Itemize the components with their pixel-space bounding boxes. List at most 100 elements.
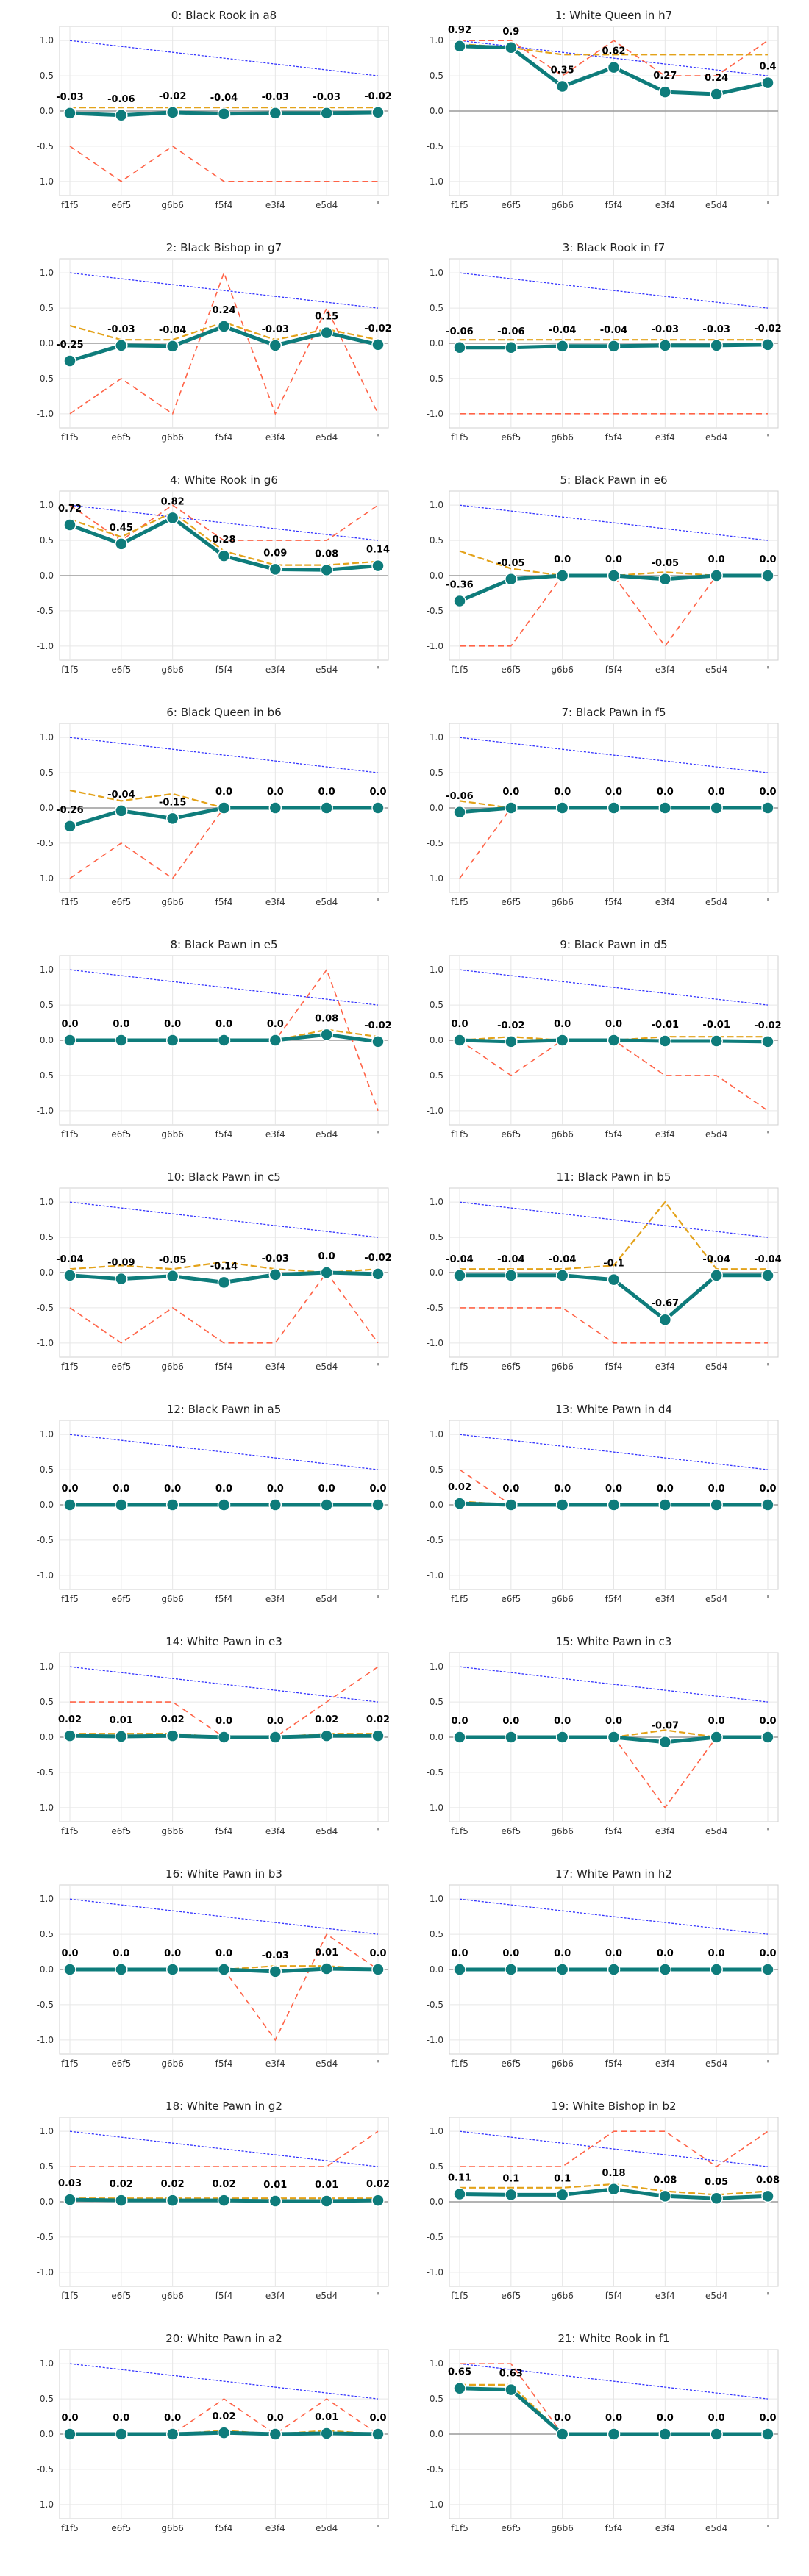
y-tick-label: 0.5 (40, 535, 54, 545)
data-label: -0.03 (262, 1950, 289, 1961)
x-tick-label: e6f5 (111, 432, 131, 443)
subplot-21: 1.0 0.5 0.0 -0.5 -1.0 f1f5 e6f5 g6b6 f5f4 e3f4 e5d… (427, 2332, 779, 2533)
data-point (710, 87, 723, 101)
x-tick-label: e3f4 (655, 2291, 675, 2301)
data-point (371, 1498, 385, 1511)
y-tick-label: 0.0 (40, 1267, 54, 1278)
x-tick-label: e3f4 (265, 2058, 285, 2069)
reference-line (69, 1434, 379, 1470)
subplot-title: 2: Black Bishop in g7 (166, 241, 282, 254)
data-point (658, 339, 672, 352)
y-tick-label: -1.0 (37, 2267, 54, 2278)
data-label: -0.03 (107, 324, 135, 335)
data-point (115, 339, 128, 352)
data-point (268, 1034, 282, 1047)
data-point (555, 1269, 569, 1282)
x-tick-label: e3f4 (655, 2058, 675, 2069)
data-point (710, 801, 723, 815)
data-label: 0.08 (653, 2175, 677, 2186)
x-tick-label: ' (377, 1594, 379, 1604)
data-point (658, 1735, 672, 1749)
data-point (165, 2194, 179, 2207)
data-point (453, 1497, 466, 1510)
x-tick-label: f1f5 (61, 432, 79, 443)
subplot-11: 1.0 0.5 0.0 -0.5 -1.0 f1f5 e6f5 g6b6 f5f4 e3f4 e5d… (427, 1170, 782, 1372)
y-tick-label: 1.0 (430, 2126, 443, 2136)
subplot-1: 1.0 0.5 0.0 -0.5 -1.0 f1f5 e6f5 g6b6 f5f4 e3f4 e5d… (427, 9, 779, 210)
reference-line (69, 504, 379, 541)
data-label: 0.0 (318, 1484, 335, 1495)
subplot-title: 17: White Pawn in h2 (555, 1867, 672, 1881)
x-tick-label: f1f5 (451, 1594, 468, 1604)
y-tick-label: 0.5 (430, 71, 443, 81)
data-point (505, 2383, 518, 2397)
data-label: -0.14 (210, 1261, 238, 1272)
y-tick-label: -1.0 (37, 409, 54, 419)
x-tick-label: f1f5 (61, 1594, 79, 1604)
x-tick-label: f1f5 (451, 200, 468, 210)
x-tick-label: e6f5 (501, 1594, 521, 1604)
data-label: 0.0 (554, 2413, 571, 2424)
y-tick-label: -1.0 (427, 641, 443, 651)
x-tick-label: f1f5 (451, 1129, 468, 1139)
x-tick-label: e6f5 (501, 200, 521, 210)
subplot-title: 6: Black Queen in b6 (166, 706, 281, 719)
data-point (658, 85, 672, 99)
x-tick-label: e6f5 (111, 200, 131, 210)
y-tick-label: 0.0 (40, 1035, 54, 1045)
x-tick-label: f5f4 (215, 2523, 233, 2533)
data-label: -0.06 (446, 791, 473, 802)
x-tick-label: ' (377, 2291, 379, 2301)
x-tick-label: e3f4 (655, 1594, 675, 1604)
data-point (710, 1963, 723, 1976)
y-tick-label: 1.0 (430, 732, 443, 743)
y-tick-label: -1.0 (427, 409, 443, 419)
y-tick-label: 0.5 (40, 71, 54, 81)
data-label: 0.01 (315, 2412, 338, 2423)
y-tick-label: -1.0 (37, 641, 54, 651)
x-tick-label: ' (766, 2523, 769, 2533)
x-tick-label: f5f4 (605, 2291, 623, 2301)
red-dashed-line (460, 1307, 768, 1344)
data-label: -0.25 (56, 340, 83, 351)
data-point (115, 2427, 128, 2441)
y-tick-label: -0.5 (427, 141, 443, 151)
data-point (761, 2189, 774, 2203)
y-tick-label: 0.0 (40, 338, 54, 348)
y-tick-label: 1.0 (430, 1661, 443, 1672)
data-label: -0.09 (107, 1258, 135, 1269)
data-label: -0.02 (754, 323, 781, 334)
y-tick-label: 0.0 (40, 1500, 54, 1510)
data-label: -0.02 (364, 323, 391, 334)
y-tick-label: 0.0 (40, 803, 54, 813)
data-point (761, 569, 774, 582)
data-label: 0.08 (315, 1013, 338, 1024)
data-point (371, 1729, 385, 1742)
x-tick-label: ' (766, 1826, 769, 1836)
y-tick-label: 0.5 (430, 1929, 443, 1939)
x-tick-label: e3f4 (655, 665, 675, 675)
subplot-title: 19: White Bishop in b2 (551, 2100, 676, 2113)
data-point (63, 1034, 76, 1047)
data-point (115, 537, 128, 551)
x-tick-label: f5f4 (215, 1129, 233, 1139)
data-point (115, 109, 128, 122)
data-point (63, 1498, 76, 1511)
x-tick-label: ' (766, 2058, 769, 2069)
data-point (268, 2194, 282, 2208)
x-tick-label: f1f5 (61, 200, 79, 210)
x-tick-label: e5d4 (705, 897, 727, 907)
x-tick-label: e5d4 (705, 1826, 727, 1836)
y-tick-label: 0.5 (430, 2161, 443, 2172)
y-tick-label: 0.0 (430, 803, 443, 813)
data-label: 0.01 (110, 1715, 133, 1726)
data-point (217, 1963, 231, 1976)
x-tick-label: e5d4 (705, 1129, 727, 1139)
y-tick-label: 0.0 (40, 2429, 54, 2439)
y-tick-label: 0.5 (430, 1232, 443, 1242)
subplot-8: 1.0 0.5 0.0 -0.5 -1.0 f1f5 e6f5 g6b6 f5f4 e3f4 e5d… (37, 938, 392, 1139)
data-label: -0.06 (446, 326, 473, 337)
x-tick-label: e3f4 (655, 897, 675, 907)
y-tick-label: 0.5 (430, 1697, 443, 1707)
